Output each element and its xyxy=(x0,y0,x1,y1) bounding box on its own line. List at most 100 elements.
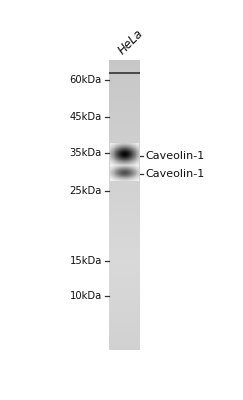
Bar xyxy=(109,328,139,329)
Bar xyxy=(109,134,139,135)
Bar xyxy=(109,237,139,238)
Bar xyxy=(109,324,139,325)
Bar xyxy=(109,162,139,163)
Bar xyxy=(109,287,139,288)
Bar xyxy=(109,319,139,320)
Bar xyxy=(109,142,139,143)
Bar xyxy=(109,250,139,252)
Bar xyxy=(109,338,139,339)
Bar xyxy=(109,299,139,300)
Bar xyxy=(109,292,139,293)
Bar xyxy=(109,302,139,304)
Bar xyxy=(109,181,139,182)
Bar xyxy=(109,205,139,206)
Bar xyxy=(109,285,139,286)
Bar xyxy=(109,115,139,116)
Bar xyxy=(109,86,139,87)
Bar xyxy=(109,261,139,262)
Bar xyxy=(109,315,139,316)
Bar xyxy=(109,294,139,295)
Bar xyxy=(109,222,139,224)
Bar xyxy=(109,226,139,227)
Bar xyxy=(109,116,139,117)
Bar xyxy=(109,174,139,175)
Bar xyxy=(109,61,139,62)
Bar xyxy=(109,184,139,185)
Bar xyxy=(109,183,139,184)
Bar xyxy=(109,225,139,226)
Bar xyxy=(109,228,139,229)
Text: Caveolin-1: Caveolin-1 xyxy=(145,151,204,161)
Bar xyxy=(109,124,139,125)
Bar xyxy=(109,348,139,349)
Bar xyxy=(109,98,139,99)
Bar xyxy=(109,290,139,291)
Bar xyxy=(109,208,139,209)
Bar xyxy=(109,264,139,265)
Bar xyxy=(109,318,139,319)
Bar xyxy=(109,236,139,237)
Bar xyxy=(109,340,139,341)
Text: 35kDa: 35kDa xyxy=(70,148,102,158)
Bar xyxy=(109,103,139,104)
Bar xyxy=(109,210,139,211)
Bar xyxy=(109,273,139,274)
Bar xyxy=(109,179,139,180)
Bar xyxy=(109,346,139,347)
Text: 15kDa: 15kDa xyxy=(69,256,102,266)
Bar xyxy=(109,220,139,222)
Bar xyxy=(109,203,139,204)
Bar xyxy=(109,161,139,162)
Bar xyxy=(109,127,139,128)
Bar xyxy=(109,268,139,269)
Bar xyxy=(109,298,139,299)
Bar xyxy=(109,246,139,248)
Bar xyxy=(109,307,139,308)
Bar xyxy=(109,231,139,232)
Bar xyxy=(109,200,139,201)
Bar xyxy=(109,185,139,186)
Bar xyxy=(109,75,139,76)
Text: 45kDa: 45kDa xyxy=(70,112,102,122)
Bar xyxy=(109,104,139,105)
Bar xyxy=(109,339,139,340)
Bar xyxy=(109,106,139,107)
Bar xyxy=(109,344,139,345)
Bar xyxy=(109,254,139,255)
Bar xyxy=(109,191,139,192)
Bar xyxy=(109,96,139,97)
Bar xyxy=(109,108,139,110)
Bar xyxy=(109,62,139,63)
Bar xyxy=(109,276,139,278)
Bar xyxy=(109,198,139,199)
Bar xyxy=(109,202,139,203)
Bar xyxy=(109,343,139,344)
Bar xyxy=(109,143,139,144)
Bar xyxy=(109,123,139,124)
Bar xyxy=(109,332,139,334)
Bar xyxy=(109,188,139,189)
Bar xyxy=(109,212,139,213)
Bar xyxy=(109,158,139,159)
Bar xyxy=(109,234,139,235)
Bar xyxy=(109,267,139,268)
Bar xyxy=(109,187,139,188)
Bar xyxy=(109,78,139,79)
Bar xyxy=(109,190,139,191)
Bar xyxy=(109,279,139,280)
Bar xyxy=(109,278,139,279)
Bar xyxy=(109,120,139,121)
Bar xyxy=(109,97,139,98)
Bar xyxy=(109,245,139,246)
Bar xyxy=(109,233,139,234)
Bar xyxy=(109,192,139,194)
Bar xyxy=(109,289,139,290)
Bar xyxy=(109,335,139,336)
Bar xyxy=(109,300,139,301)
Bar xyxy=(109,95,139,96)
Bar xyxy=(109,176,139,177)
Bar xyxy=(109,309,139,310)
Bar xyxy=(109,244,139,245)
Bar xyxy=(109,263,139,264)
Bar xyxy=(109,306,139,307)
